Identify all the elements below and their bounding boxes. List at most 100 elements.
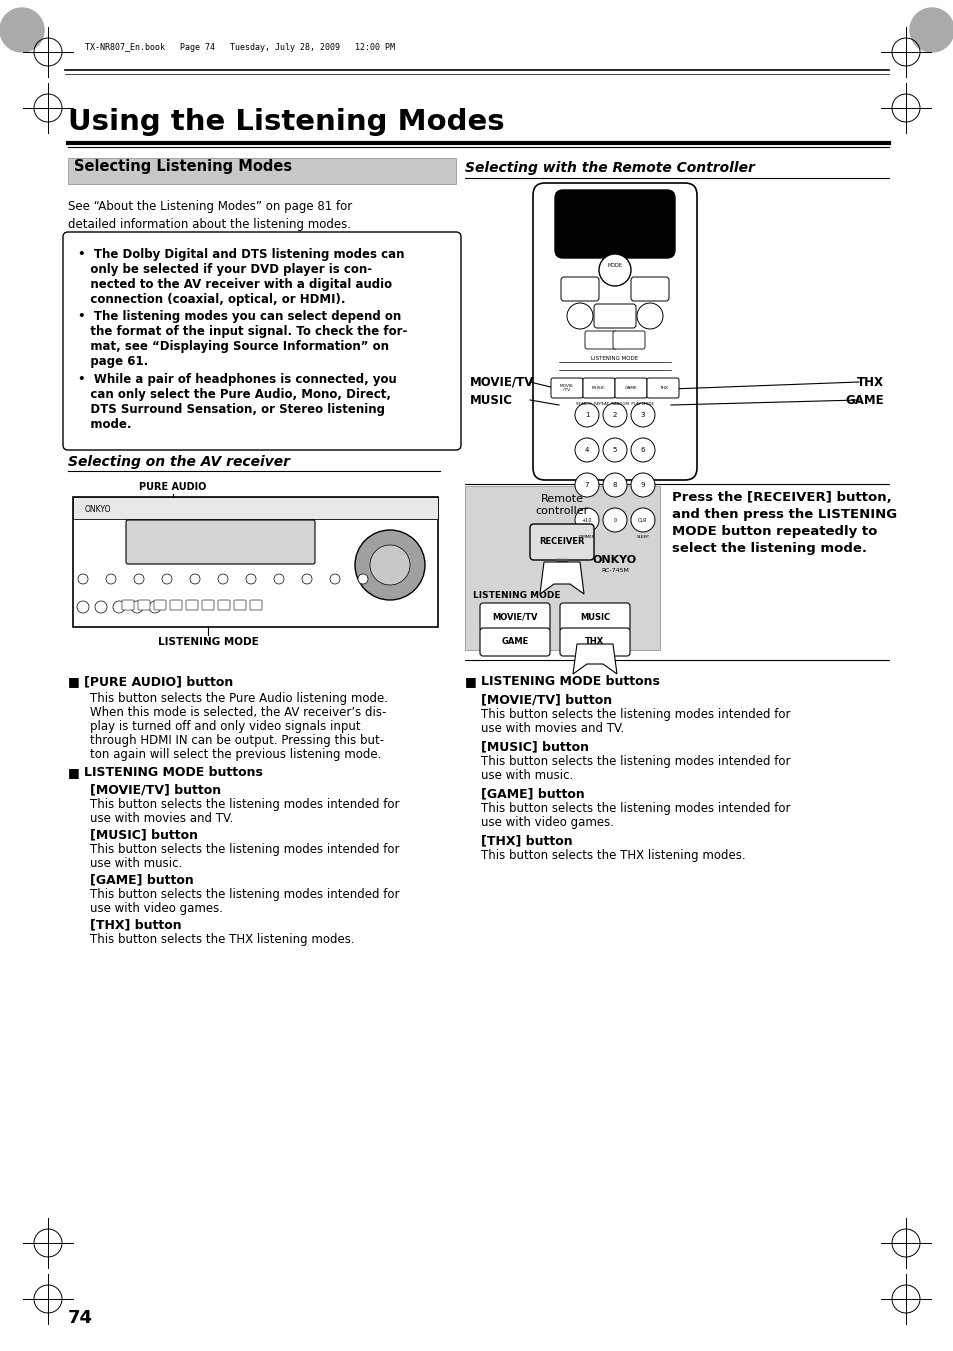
- Text: SEARCH  REPEAT  RANDOM  PLAY MODE: SEARCH REPEAT RANDOM PLAY MODE: [576, 403, 654, 407]
- Circle shape: [602, 403, 626, 427]
- Text: Selecting on the AV receiver: Selecting on the AV receiver: [68, 455, 290, 469]
- Text: through HDMI IN can be output. Pressing this but-: through HDMI IN can be output. Pressing …: [90, 734, 384, 747]
- Circle shape: [575, 438, 598, 462]
- Circle shape: [602, 473, 626, 497]
- Text: [THX] button: [THX] button: [90, 917, 181, 931]
- FancyBboxPatch shape: [555, 190, 675, 258]
- Text: This button selects the listening modes intended for: This button selects the listening modes …: [480, 755, 790, 767]
- FancyBboxPatch shape: [63, 232, 460, 450]
- Text: See “About the Listening Modes” on page 81 for
detailed information about the li: See “About the Listening Modes” on page …: [68, 200, 352, 231]
- Text: GAME: GAME: [844, 393, 883, 407]
- FancyBboxPatch shape: [153, 600, 166, 611]
- Text: select the listening mode.: select the listening mode.: [671, 542, 866, 555]
- Text: MUSIC: MUSIC: [470, 393, 513, 407]
- Text: ONKYO: ONKYO: [85, 504, 112, 513]
- FancyBboxPatch shape: [630, 277, 668, 301]
- Circle shape: [190, 574, 200, 584]
- Text: [GAME] button: [GAME] button: [480, 788, 584, 800]
- Circle shape: [357, 574, 368, 584]
- Text: 5: 5: [612, 447, 617, 453]
- Text: [GAME] button: [GAME] button: [90, 873, 193, 886]
- FancyBboxPatch shape: [464, 486, 659, 650]
- Text: CLR: CLR: [638, 517, 647, 523]
- Text: MODE button repeatedly to: MODE button repeatedly to: [671, 526, 877, 538]
- Text: •  The Dolby Digital and DTS listening modes can: • The Dolby Digital and DTS listening mo…: [78, 249, 404, 261]
- Text: use with music.: use with music.: [90, 857, 182, 870]
- FancyBboxPatch shape: [186, 600, 198, 611]
- Text: 9: 9: [640, 482, 644, 488]
- Text: 6: 6: [640, 447, 644, 453]
- Circle shape: [602, 508, 626, 532]
- Text: 2: 2: [612, 412, 617, 417]
- FancyBboxPatch shape: [530, 524, 594, 561]
- Text: [MUSIC] button: [MUSIC] button: [480, 740, 588, 753]
- Circle shape: [630, 508, 655, 532]
- Text: [MOVIE/TV] button: [MOVIE/TV] button: [90, 784, 221, 796]
- Text: This button selects the Pure Audio listening mode.: This button selects the Pure Audio liste…: [90, 692, 388, 705]
- Text: and then press the LISTENING: and then press the LISTENING: [671, 508, 896, 521]
- Text: GAME: GAME: [501, 638, 528, 647]
- Circle shape: [162, 574, 172, 584]
- FancyBboxPatch shape: [613, 331, 644, 349]
- Circle shape: [598, 254, 630, 286]
- FancyBboxPatch shape: [68, 158, 456, 184]
- Circle shape: [246, 574, 255, 584]
- Text: 7: 7: [584, 482, 589, 488]
- Text: ONKYO: ONKYO: [593, 555, 637, 565]
- Text: This button selects the listening modes intended for: This button selects the listening modes …: [90, 798, 399, 811]
- Text: [PURE AUDIO] button: [PURE AUDIO] button: [84, 676, 233, 688]
- Text: LISTENING MODE: LISTENING MODE: [473, 590, 560, 600]
- Text: ■: ■: [68, 676, 80, 688]
- Text: Press the [RECEIVER] button,: Press the [RECEIVER] button,: [671, 490, 891, 504]
- Text: This button selects the listening modes intended for: This button selects the listening modes …: [90, 843, 399, 857]
- Circle shape: [602, 438, 626, 462]
- Circle shape: [630, 473, 655, 497]
- Text: Selecting Listening Modes: Selecting Listening Modes: [74, 159, 292, 174]
- Text: RECEIVER: RECEIVER: [538, 538, 584, 547]
- Text: This button selects the listening modes intended for: This button selects the listening modes …: [480, 708, 790, 721]
- Text: This button selects the listening modes intended for: This button selects the listening modes …: [90, 888, 399, 901]
- Circle shape: [566, 303, 593, 330]
- Text: SLEEP: SLEEP: [577, 200, 592, 205]
- FancyBboxPatch shape: [233, 600, 246, 611]
- Text: This button selects the THX listening modes.: This button selects the THX listening mo…: [480, 848, 745, 862]
- Text: mode.: mode.: [78, 417, 132, 431]
- Circle shape: [630, 438, 655, 462]
- Text: This button selects the THX listening modes.: This button selects the THX listening mo…: [90, 934, 355, 946]
- Text: LISTENING MODE buttons: LISTENING MODE buttons: [480, 676, 659, 688]
- Circle shape: [131, 601, 143, 613]
- Circle shape: [370, 544, 410, 585]
- FancyBboxPatch shape: [646, 378, 679, 399]
- FancyBboxPatch shape: [479, 603, 550, 631]
- Text: When this mode is selected, the AV receiver’s dis-: When this mode is selected, the AV recei…: [90, 707, 386, 719]
- Circle shape: [355, 530, 424, 600]
- Circle shape: [0, 8, 44, 51]
- Circle shape: [637, 303, 662, 330]
- Text: +10: +10: [581, 517, 592, 523]
- FancyBboxPatch shape: [559, 603, 629, 631]
- FancyBboxPatch shape: [594, 304, 636, 328]
- Circle shape: [330, 574, 339, 584]
- Circle shape: [112, 601, 125, 613]
- FancyBboxPatch shape: [218, 600, 230, 611]
- Text: 8: 8: [612, 482, 617, 488]
- Circle shape: [274, 574, 284, 584]
- FancyBboxPatch shape: [202, 600, 213, 611]
- Text: THX: THX: [856, 376, 883, 389]
- Text: mat, see “Displaying Source Information” on: mat, see “Displaying Source Information”…: [78, 340, 389, 353]
- FancyBboxPatch shape: [551, 378, 582, 399]
- Text: 4: 4: [584, 447, 589, 453]
- Circle shape: [95, 601, 107, 613]
- Text: This button selects the listening modes intended for: This button selects the listening modes …: [480, 802, 790, 815]
- Text: LISTENING MODE: LISTENING MODE: [591, 357, 638, 361]
- FancyBboxPatch shape: [533, 182, 697, 480]
- Text: SLEEP: SLEEP: [636, 535, 649, 539]
- Circle shape: [302, 574, 312, 584]
- FancyBboxPatch shape: [479, 628, 550, 657]
- Text: LISTENING MODE: LISTENING MODE: [157, 638, 258, 647]
- FancyBboxPatch shape: [170, 600, 182, 611]
- Text: use with movies and TV.: use with movies and TV.: [480, 721, 623, 735]
- FancyBboxPatch shape: [73, 497, 437, 627]
- Circle shape: [77, 601, 89, 613]
- Text: play is turned off and only video signals input: play is turned off and only video signal…: [90, 720, 360, 734]
